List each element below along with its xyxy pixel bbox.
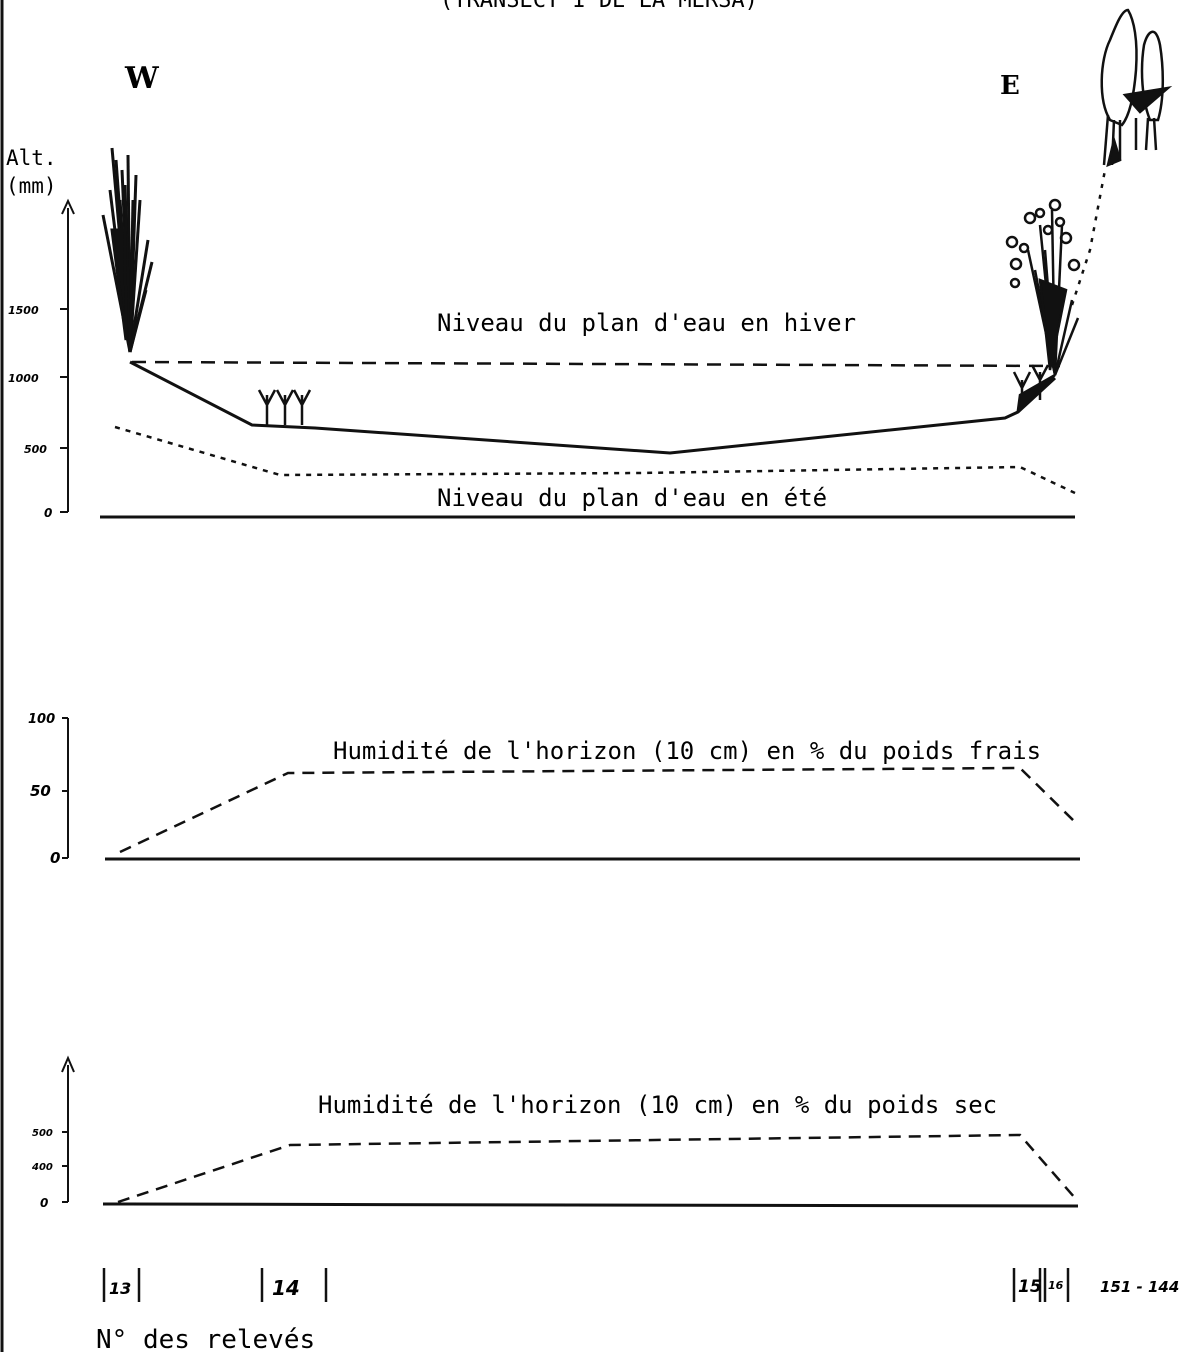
east-label: E [1000,71,1020,101]
altitude-tick-0: 0 [44,506,52,520]
winter-level-label: Niveau du plan d'eau en hiver [437,309,856,337]
shrub-vegetation-icon [1005,198,1081,376]
altitude-tick-1500: 1500 [8,304,39,317]
dry-humidity-baseline [102,1202,1079,1208]
reed-vegetation-icon [101,147,154,353]
altitude-axis [60,198,75,513]
dry-humidity-line [117,1133,1076,1204]
fresh-tick-0: 0 [50,849,60,867]
dry-tick-400: 400 [31,1162,53,1173]
summer-water-table-line [114,425,1076,495]
releve-14: 14 [272,1276,300,1300]
fresh-tick-50: 50 [30,782,51,800]
releve-13: 13 [109,1279,131,1298]
dry-humidity-label: Humidité de l'horizon (10 cm) en % du po… [318,1091,997,1119]
dry-tick-500: 500 [32,1128,53,1139]
east-slope-line [1070,169,1107,306]
diagram-title: (TRANSECT I DE LA MERSA) [440,0,758,13]
dry-humidity-axis [61,1055,75,1203]
releve-151-144: 151 - 144 [1100,1278,1179,1296]
sedge-tuft-east-icon [1012,364,1056,414]
dry-tick-0: 0 [40,1196,48,1210]
releve-15: 15 [1018,1277,1042,1297]
winter-water-level-line [131,360,1061,368]
tree-vegetation-icon [1100,8,1173,168]
sedge-tuft-icon [257,389,312,425]
releve-ticks [102,1268,1070,1302]
fresh-tick-100: 100 [28,712,55,727]
altitude-axis-label: Alt. [6,146,57,170]
ground-profile-line [129,360,1057,455]
altitude-tick-1000: 1000 [8,372,39,385]
west-label: W [124,61,160,96]
releves-caption: N° des relevés [96,1325,315,1352]
fresh-humidity-axis [62,717,69,859]
altitude-tick-500: 500 [24,443,47,456]
fresh-humidity-line [119,766,1076,854]
altitude-axis-unit: (mm) [6,174,57,198]
releve-16: 16 [1048,1279,1064,1292]
summer-level-label: Niveau du plan d'eau en été [437,484,827,512]
fresh-humidity-label: Humidité de l'horizon (10 cm) en % du po… [333,737,1041,765]
